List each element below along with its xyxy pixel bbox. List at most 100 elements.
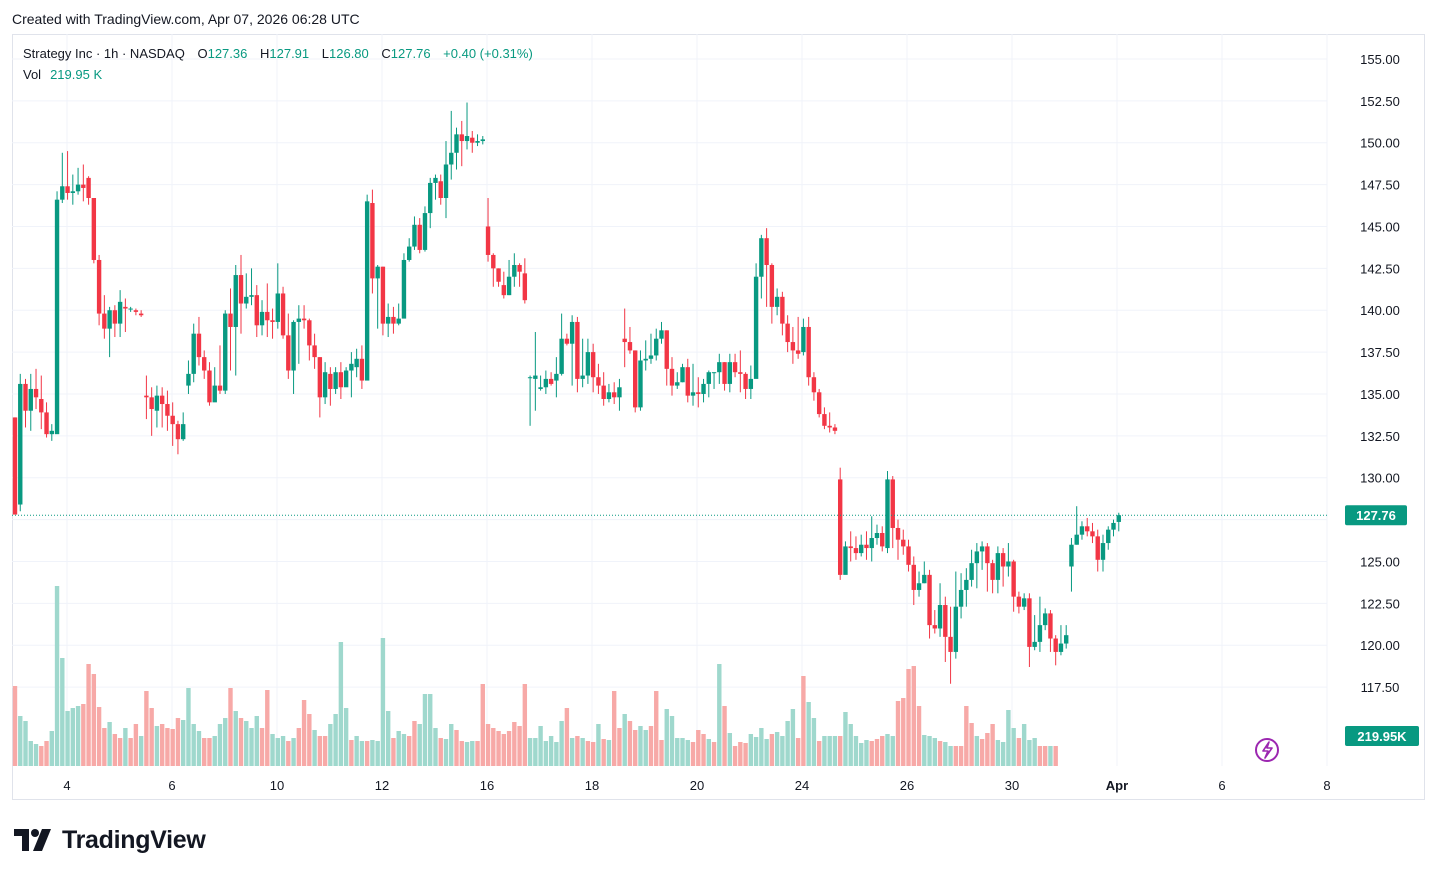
time-tick-label: 26 <box>900 778 914 793</box>
candle <box>1021 593 1027 611</box>
candle <box>1100 534 1106 572</box>
volume-bar <box>385 711 391 766</box>
candle <box>343 367 349 388</box>
volume-bar <box>916 706 922 766</box>
candle <box>212 367 217 403</box>
price-tick-label: 130.00 <box>1360 471 1400 486</box>
volume-bar <box>1016 738 1022 766</box>
candle <box>1095 529 1100 572</box>
lightning-icon[interactable] <box>1255 738 1279 762</box>
volume-bar <box>753 737 759 766</box>
price-tick-label: 132.50 <box>1360 429 1400 444</box>
volume-bar <box>522 684 528 766</box>
candle <box>564 333 570 346</box>
volume-bar <box>286 741 291 766</box>
candle <box>727 353 733 393</box>
volume-bar <box>979 739 985 766</box>
volume-bar <box>1000 742 1006 766</box>
price-tick-label: 125.00 <box>1360 554 1400 569</box>
candle <box>643 340 648 371</box>
candle <box>28 373 33 431</box>
volume-bar <box>44 741 49 766</box>
candle <box>906 539 911 572</box>
price-tick-label: 155.00 <box>1360 52 1400 67</box>
candle <box>149 387 154 436</box>
tradingview-logo[interactable]: TradingView <box>14 823 206 857</box>
candle <box>117 290 123 338</box>
candle <box>675 372 680 389</box>
volume-bar <box>370 740 375 766</box>
volume-bar <box>774 732 780 766</box>
candle <box>91 198 97 264</box>
volume-bar <box>769 734 775 766</box>
volume-bar <box>953 746 959 766</box>
candle <box>186 360 191 394</box>
candle <box>627 326 633 354</box>
candle <box>380 266 386 336</box>
volume-bar <box>911 666 916 766</box>
candle <box>506 259 512 296</box>
volume-bar <box>627 721 633 766</box>
candle <box>401 253 407 319</box>
volume-bar <box>785 721 790 766</box>
volume-bar <box>1032 738 1037 766</box>
change-value: +0.40 (+0.31%) <box>443 46 533 61</box>
volume-bar <box>259 728 265 766</box>
candle <box>585 338 591 384</box>
volume-bar <box>33 744 39 766</box>
volume-bar <box>837 736 843 766</box>
price-tick-label: 135.00 <box>1360 387 1400 402</box>
candle <box>895 519 901 560</box>
candle <box>554 357 559 398</box>
candle <box>475 134 480 147</box>
candle <box>39 375 44 430</box>
volume-bar <box>438 738 443 766</box>
candle <box>1058 625 1064 656</box>
price-tick-label: 117.50 <box>1361 680 1400 695</box>
volume-bar <box>464 742 470 766</box>
candle <box>296 305 302 364</box>
candle <box>170 402 175 446</box>
volume-bar <box>338 642 344 766</box>
volume-bar <box>301 700 307 766</box>
symbol-label[interactable]: Strategy Inc · 1h · NASDAQ <box>23 46 185 61</box>
price-chart[interactable]: 117.50120.00122.50125.00127.50130.00132.… <box>12 34 1425 800</box>
volume-bar <box>759 728 764 766</box>
last-price-label: 127.76 <box>1356 508 1396 523</box>
volume-bar <box>270 734 275 766</box>
volume-bar <box>102 728 107 766</box>
candle <box>859 534 864 557</box>
candle <box>759 234 764 299</box>
volume-bar <box>396 731 401 766</box>
candle <box>1011 559 1016 612</box>
candle <box>890 476 895 549</box>
volume-bar <box>622 714 627 766</box>
candle <box>412 216 417 250</box>
volume-bar <box>654 691 659 766</box>
volume-bar <box>186 688 191 766</box>
candle <box>738 350 743 393</box>
volume-bar <box>165 728 170 766</box>
candle <box>375 265 380 329</box>
candle <box>690 363 696 406</box>
ohlc-legend: Strategy Inc · 1h · NASDAQ O127.36 H127.… <box>23 46 533 61</box>
volume-bar <box>596 724 601 766</box>
candle <box>916 571 922 597</box>
volume-bar <box>969 723 974 766</box>
volume-bar <box>328 724 333 766</box>
volume-bar <box>459 741 464 766</box>
price-tick-label: 152.50 <box>1360 94 1400 109</box>
candle <box>244 273 249 309</box>
last-price-tag: 127.76 <box>1345 505 1407 526</box>
candle <box>364 194 370 381</box>
candle <box>159 387 165 428</box>
volume-bar <box>375 741 380 766</box>
candle <box>617 378 622 411</box>
volume-bar <box>12 686 18 766</box>
volume-bar <box>359 741 365 766</box>
candle <box>275 263 280 329</box>
candle <box>611 382 617 405</box>
volume-bar <box>937 741 943 766</box>
candle <box>622 308 627 368</box>
candle <box>338 362 344 399</box>
